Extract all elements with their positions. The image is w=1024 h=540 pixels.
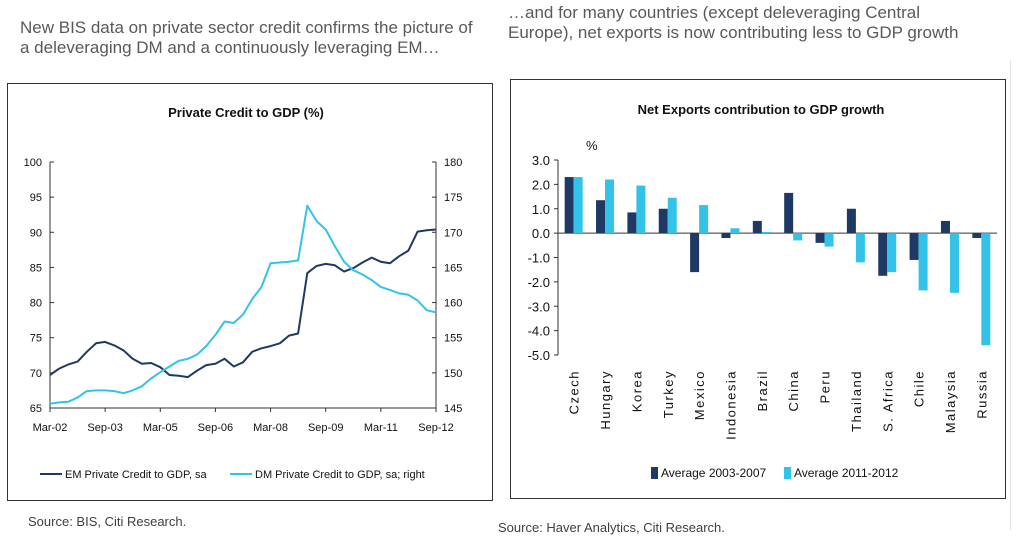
x-tick-label: Mar-08 [253, 422, 288, 434]
legend-label: DM Private Credit to GDP, sa; right [255, 469, 425, 481]
x-tick-label: Sep-06 [198, 422, 233, 434]
y-tick-label: -2.0 [528, 275, 550, 290]
bar-avg-2011-2012 [981, 233, 991, 346]
bar-avg-2003-2007 [972, 233, 982, 238]
x-tick-label: Mar-02 [33, 422, 68, 434]
bar-avg-2003-2007 [564, 177, 574, 234]
bar-avg-2011-2012 [855, 233, 865, 263]
category-label: China [786, 370, 801, 411]
right-y-tick-label: 165 [444, 262, 462, 274]
bar-avg-2003-2007 [784, 192, 794, 234]
category-label: Mexico [692, 370, 707, 420]
left-headline: New BIS data on private sector credit co… [20, 18, 473, 57]
bar-avg-2011-2012 [918, 233, 928, 291]
bar-chart-title: Net Exports contribution to GDP growth [638, 102, 885, 117]
left-y-tick-label: 65 [30, 403, 42, 415]
bar-avg-2011-2012 [605, 179, 615, 234]
category-label: S. Africa [880, 370, 895, 432]
y-tick-label: -4.0 [528, 324, 550, 339]
bar-avg-2003-2007 [690, 233, 700, 273]
x-tick-label: Sep-12 [418, 422, 453, 434]
bar-avg-2011-2012 [573, 177, 583, 234]
y-tick-label: 2.0 [532, 177, 550, 192]
right-headline: …and for many countries (except delevera… [508, 3, 959, 42]
private-credit-line-chart: Private Credit to GDP (%) 65 70 75 80 85 90 95 1… [24, 105, 463, 481]
category-label: Hungary [598, 370, 613, 430]
bar-avg-2003-2007 [909, 233, 919, 260]
right-y-tick-label: 150 [444, 368, 462, 380]
bar-avg-2003-2007 [596, 200, 606, 234]
bar-avg-2011-2012 [949, 233, 959, 293]
category-label: Korea [629, 370, 644, 412]
y-tick-label: 3.0 [532, 153, 550, 168]
bar-avg-2003-2007 [940, 220, 950, 234]
bar-avg-2011-2012 [636, 185, 646, 234]
y-unit-label: % [586, 138, 598, 153]
legend-label: Average 2011-2012 [794, 466, 899, 480]
category-label: Russia [974, 370, 989, 419]
bar-chart-panel: Net Exports contribution to GDP growth% 3… [510, 79, 1006, 499]
legend-label: EM Private Credit to GDP, sa [65, 469, 208, 481]
bar-avg-2003-2007 [815, 233, 825, 243]
y-tick-label: -3.0 [528, 299, 550, 314]
right-source-note: Source: Haver Analytics, Citi Research. [498, 520, 725, 535]
right-y-tick-label: 180 [444, 157, 462, 169]
category-label: Brazil [755, 370, 770, 412]
bar-avg-2003-2007 [627, 212, 637, 234]
bar-avg-2011-2012 [667, 197, 677, 234]
category-label: Malaysia [943, 370, 958, 433]
bar-avg-2003-2007 [846, 208, 856, 234]
y-tick-label: -5.0 [528, 348, 550, 363]
y-tick-label: 1.0 [532, 202, 550, 217]
page-edge-line [1010, 60, 1011, 530]
net-exports-bar-chart: Net Exports contribution to GDP growth% 3… [528, 102, 997, 480]
left-y-tick-label: 90 [30, 227, 42, 239]
x-tick-label: Sep-03 [87, 422, 122, 434]
bar-avg-2011-2012 [887, 233, 897, 273]
right-y-tick-label: 145 [444, 403, 462, 415]
legend-swatch [651, 467, 658, 479]
x-tick-label: Mar-05 [143, 422, 178, 434]
bar-avg-2011-2012 [761, 231, 771, 234]
bar-avg-2011-2012 [793, 233, 803, 241]
legend-label: Average 2003-2007 [661, 466, 767, 480]
bar-avg-2003-2007 [878, 233, 888, 276]
left-y-tick-label: 80 [30, 298, 42, 310]
y-tick-label: 0.0 [532, 226, 550, 241]
category-label: Indonesia [723, 370, 738, 440]
y-tick-label: -1.0 [528, 251, 550, 266]
line-chart-title: Private Credit to GDP (%) [168, 105, 324, 120]
bar-avg-2003-2007 [752, 220, 762, 234]
left-source-note: Source: BIS, Citi Research. [28, 514, 187, 529]
left-y-tick-label: 85 [30, 262, 42, 274]
left-y-tick-label: 95 [30, 192, 42, 204]
x-tick-label: Sep-09 [308, 422, 343, 434]
bar-avg-2003-2007 [658, 208, 668, 234]
right-y-tick-label: 175 [444, 192, 462, 204]
bar-avg-2011-2012 [730, 228, 740, 234]
category-label: Thailand [849, 370, 864, 432]
legend-swatch [784, 467, 791, 479]
category-label: Peru [818, 370, 833, 403]
right-y-tick-label: 155 [444, 333, 462, 345]
left-y-tick-label: 75 [30, 333, 42, 345]
bar-avg-2011-2012 [699, 205, 709, 234]
bar-avg-2011-2012 [824, 233, 834, 247]
category-label: Chile [912, 370, 927, 407]
left-y-tick-label: 70 [30, 368, 42, 380]
bar-avg-2003-2007 [721, 233, 731, 238]
x-tick-label: Mar-11 [364, 422, 398, 434]
right-y-tick-label: 160 [444, 298, 462, 310]
em-credit-series-line [49, 228, 437, 379]
category-label: Czech [567, 370, 582, 414]
left-y-tick-label: 100 [24, 157, 42, 169]
category-label: Turkey [661, 370, 676, 418]
right-y-tick-label: 170 [444, 227, 462, 239]
dm-credit-series-line [49, 204, 437, 405]
line-chart-panel: Private Credit to GDP (%) 65 70 75 80 85 90 95 1… [7, 83, 493, 501]
